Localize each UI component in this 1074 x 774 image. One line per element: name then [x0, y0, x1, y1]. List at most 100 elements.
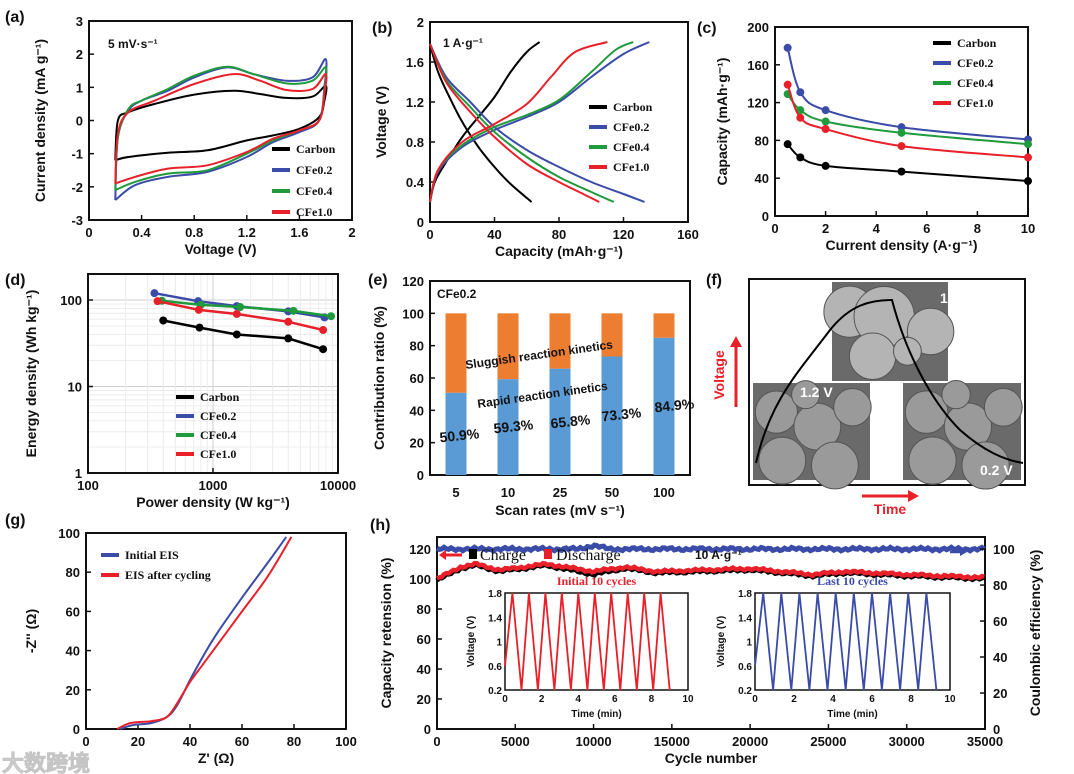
- y-tick-label: 120: [747, 96, 769, 111]
- data-point: [194, 305, 203, 314]
- x-tick-label: 80: [552, 227, 566, 242]
- y-tick-label: 160: [747, 58, 769, 73]
- y-tick-label: 120: [409, 542, 431, 557]
- x-tick-label: 80: [287, 734, 301, 749]
- inset-y-tick-label: 1.4: [738, 613, 752, 624]
- cv-curve-CFe0.4: [114, 65, 328, 192]
- y-tick-label: 40: [417, 662, 431, 677]
- x-tick-label: 120: [613, 227, 635, 242]
- data-point: [327, 312, 336, 321]
- nyquist-curve: [119, 536, 288, 730]
- data-point: [159, 316, 168, 325]
- data-point: [289, 306, 298, 315]
- legend-label: Initial EIS: [125, 548, 179, 562]
- rate-curve-Carbon: [786, 143, 1029, 182]
- legend-label: CFe0.2: [296, 163, 332, 177]
- legend-label: CFe0.4: [296, 184, 332, 198]
- data-point: [783, 140, 792, 149]
- voltage-label-0-2v: 0.2 V: [980, 462, 1013, 478]
- inset-x-tick-label: 4: [830, 694, 836, 705]
- inset-x-tick-label: 2: [539, 694, 545, 705]
- y-axis-title: Current density (mA g⁻¹): [32, 39, 48, 202]
- discharge-curve-CFe0.4: [429, 43, 615, 203]
- x-tick-label: 1.6: [290, 225, 308, 240]
- discharge-curve-Carbon: [429, 43, 533, 203]
- particle: [961, 441, 1010, 490]
- legend-label: Carbon: [613, 100, 653, 114]
- x-tick-label: 4: [873, 221, 881, 236]
- inset-y-title: Voltage (V): [466, 616, 477, 667]
- sem-image-1-2v: [753, 380, 872, 490]
- voltage-axis-label: Voltage: [711, 350, 727, 400]
- x-axis-title: Current density (A·g⁻¹): [825, 237, 977, 253]
- y-tick-label: 0: [73, 722, 80, 737]
- y-tick-label: 0.8: [406, 135, 424, 150]
- legend-label: CFe0.2: [957, 56, 993, 70]
- rate-curve-CFe0.4: [786, 93, 1029, 146]
- x-tick-label: 10000: [320, 478, 356, 493]
- panel-g-axes: [85, 532, 347, 730]
- gcd-sawtooth: [504, 592, 671, 691]
- y-axis-title: Energy density (Wh kg⁻¹): [23, 290, 39, 458]
- panel-f-schematic: [748, 278, 1026, 490]
- data-point: [821, 117, 830, 126]
- inset-y-title: Voltage (V): [716, 616, 727, 667]
- voltage-arrow-head: [730, 336, 742, 347]
- y2-tick-label: 40: [993, 650, 1007, 665]
- bar-value-label: 50.9%: [439, 425, 481, 445]
- y-tick-label: 0.4: [406, 175, 425, 190]
- x-tick-label: 5000: [501, 734, 530, 749]
- y-tick-label: 0: [762, 209, 769, 224]
- inset-y-tick-label: 1: [746, 638, 752, 649]
- plot-frame: [774, 26, 1029, 217]
- y-tick-label: 100: [58, 526, 80, 541]
- y-axis-title: Contribution ratio (%): [371, 306, 387, 450]
- bar-value-label: 84.9%: [654, 395, 696, 415]
- x-tick-label: 1000: [199, 478, 228, 493]
- x-tick-label: 10000: [575, 734, 611, 749]
- right-axis-arrow-head: [960, 548, 967, 556]
- discharge-curve-CFe0.2: [429, 43, 645, 203]
- data-point: [796, 88, 805, 97]
- inset-x-tick-label: 0: [502, 694, 508, 705]
- y-tick-label: 80: [66, 565, 80, 580]
- x-tick-label: 35000: [967, 734, 1003, 749]
- rate-curve-CFe1.0: [786, 84, 1029, 159]
- y-tick-label: 60: [66, 604, 80, 619]
- y-tick-label: 1.2: [406, 95, 424, 110]
- discharge-curve-CFe1.0: [429, 43, 600, 203]
- panel-label: (a): [5, 9, 25, 26]
- x-tick-label: 2: [348, 225, 355, 240]
- y-tick-label: 1.6: [406, 55, 424, 70]
- particle: [758, 436, 807, 485]
- y2-tick-label: 60: [993, 614, 1007, 629]
- data-point: [897, 123, 906, 132]
- data-point: [1024, 177, 1032, 186]
- current-density-annotation: 1 A·g⁻¹: [443, 36, 483, 50]
- bar-sluggish: [653, 313, 675, 338]
- legend-label: Charge: [480, 547, 526, 564]
- particle: [908, 436, 957, 485]
- inset-y-tick-label: 1: [496, 638, 502, 649]
- data-point: [319, 326, 328, 335]
- data-point: [821, 161, 830, 170]
- x-tick-label: 0: [82, 734, 89, 749]
- bar-value-label: 65.8%: [550, 411, 592, 431]
- x-tick-label: 0.4: [133, 225, 152, 240]
- y-axis-title: Capacity (mAh·g⁻¹): [714, 58, 730, 186]
- x-tick-label: 0: [426, 227, 433, 242]
- x-category-label: 100: [653, 485, 675, 500]
- x-axis-title: Cycle number: [665, 750, 758, 766]
- bar-sluggish: [497, 313, 519, 380]
- data-point: [1024, 153, 1032, 162]
- y-tick-label: 10: [68, 380, 82, 395]
- y-tick-label: 120: [402, 274, 424, 289]
- inset-y-tick-label: 1.8: [738, 589, 752, 600]
- particle: [848, 332, 897, 380]
- charge-marker: [469, 549, 477, 559]
- cv-curve-Carbon: [114, 84, 328, 162]
- data-point: [897, 128, 906, 137]
- x-tick-label: 6: [923, 221, 930, 236]
- inset-y-tick-label: 0.2: [738, 686, 752, 697]
